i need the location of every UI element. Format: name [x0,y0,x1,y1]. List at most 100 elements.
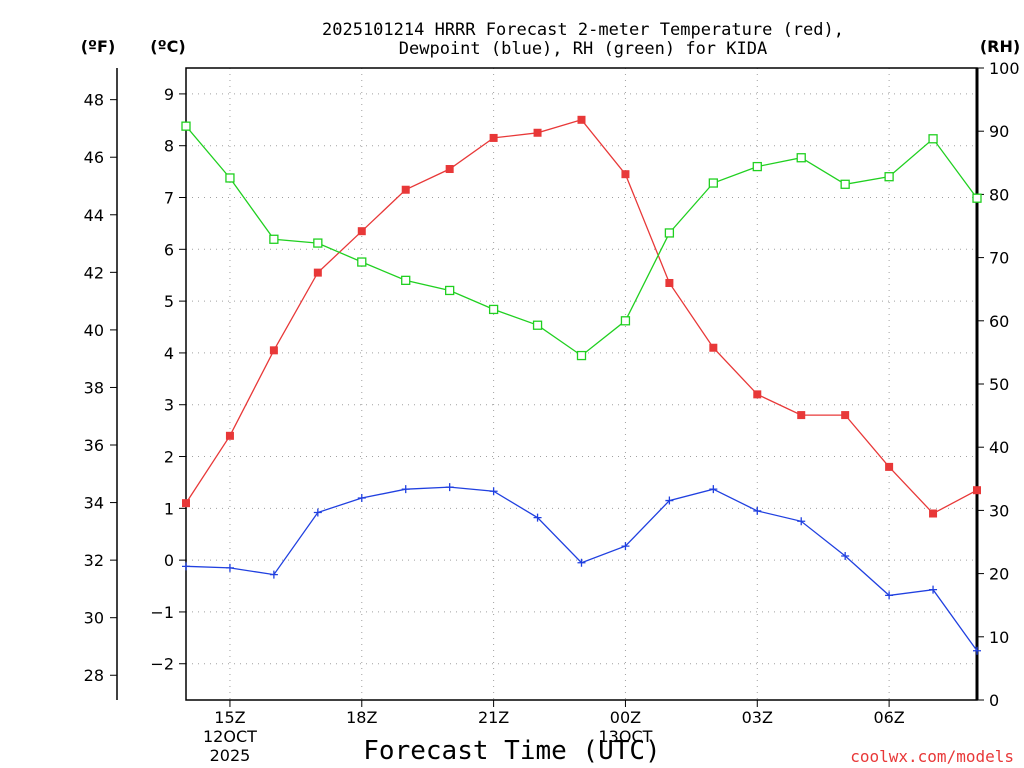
rh-point [708,178,718,188]
x-tick-label: 03Z [742,708,773,727]
dewpoint-point [753,506,762,515]
rh-point [576,350,587,361]
temperature-point [577,115,586,124]
rh-tick-label: 100 [989,59,1020,78]
temperature-series [182,115,981,518]
rh-tick-label: 60 [989,312,1009,331]
temperature-point [313,268,322,277]
x-tick-label: 15Z [214,708,245,727]
dewpoint-series [182,483,981,655]
rh-tick-label: 20 [989,565,1009,584]
dewpoint-point [533,513,542,522]
rh-tick-label: 0 [989,691,999,710]
temperature-point [797,411,806,420]
dewpoint-line [185,486,978,652]
rh-tick-label: 50 [989,375,1009,394]
rh-tick-label: 40 [989,438,1009,457]
rh-point [620,316,631,326]
fahrenheit-tick-label: 46 [84,148,104,167]
rh-point [840,179,850,189]
fahrenheit-unit-label: (ºF) [81,37,116,56]
dewpoint-point [182,562,190,571]
dewpoint-point [357,493,366,502]
chart-title-line-2: Dewpoint (blue), RH (green) for KIDA [399,39,767,59]
dewpoint-point [269,570,278,579]
fahrenheit-tick-label: 30 [84,609,104,628]
temperature-point [709,343,718,352]
rh-point [181,121,191,131]
temperature-point [885,462,894,471]
celsius-tick-label: 4 [164,344,174,363]
x-axis-title: Forecast Time (UTC) [363,736,660,766]
rh-tick-label: 70 [989,249,1009,268]
rh-tick-label: 30 [989,501,1009,520]
celsius-tick-label: 6 [164,240,174,259]
celsius-tick-label: 7 [164,189,174,208]
dewpoint-point [577,558,586,567]
temperature-point [489,133,498,142]
dewpoint-point [445,483,454,492]
fahrenheit-tick-label: 40 [84,321,104,340]
fahrenheit-tick-label: 48 [84,91,104,110]
fahrenheit-tick-label: 42 [84,263,104,282]
celsius-tick-label: −1 [150,603,174,622]
x-tick-year: 2025 [210,746,251,765]
rh-point [225,173,235,183]
x-tick-label: 00Z [610,708,641,727]
temperature-point [841,411,850,420]
rh-tick-label: 10 [989,628,1009,647]
dewpoint-point [929,585,938,594]
rh-point [313,238,323,248]
fahrenheit-tick-label: 38 [84,378,104,397]
temperature-point [401,185,410,194]
fahrenheit-tick-label: 34 [84,494,104,513]
rh-point [752,161,762,172]
dewpoint-point [313,508,322,517]
rh-line [185,125,978,357]
rh-point [357,257,367,267]
x-tick-date: 12OCT [203,727,257,746]
data-series [181,115,982,655]
dewpoint-point [401,485,410,494]
temperature-point [621,170,630,179]
temperature-point [929,509,938,518]
dewpoint-point [841,551,850,560]
rh-series [181,121,982,361]
celsius-tick-label: 9 [164,85,174,104]
celsius-tick-label: −2 [150,655,174,674]
temperature-point [533,128,542,137]
rh-unit-label: (RH) [980,37,1020,56]
rh-point [401,275,411,286]
dewpoint-point [665,496,674,505]
rh-point [445,285,455,296]
x-tick-date: 13OCT [598,727,652,746]
dewpoint-point [225,563,234,572]
x-tick-label: 21Z [478,708,509,727]
fahrenheit-tick-label: 28 [84,666,104,685]
temperature-point [665,278,674,287]
dewpoint-point [797,517,806,526]
x-tick-label: 06Z [873,708,904,727]
celsius-tick-label: 5 [164,292,174,311]
temperature-point [225,431,234,440]
dewpoint-point [885,591,894,600]
celsius-unit-label: (ºC) [150,37,185,56]
rh-point [972,193,982,203]
rh-point [269,234,279,244]
temperature-point [753,390,762,399]
rh-point [664,228,675,238]
rh-point [884,172,894,182]
temperature-point [269,346,278,355]
temperature-point [445,165,454,174]
axes: 2830323436384042444648−2−101234567890102… [84,59,1020,765]
rh-point [488,304,499,315]
temperature-point [182,499,190,508]
dewpoint-point [489,487,498,496]
celsius-tick-label: 0 [164,551,174,570]
dewpoint-point [973,646,981,655]
rh-tick-label: 80 [989,185,1009,204]
temperature-point [357,227,366,236]
x-tick-label: 18Z [346,708,377,727]
fahrenheit-tick-label: 32 [84,551,104,570]
